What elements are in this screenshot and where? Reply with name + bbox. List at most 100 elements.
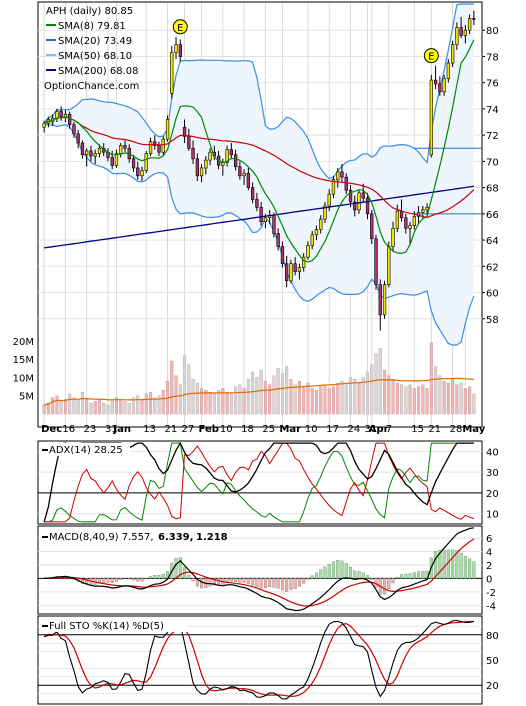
candle-body <box>161 138 165 153</box>
candle-body <box>225 149 229 164</box>
volume-bar <box>336 382 340 415</box>
candle-body <box>421 209 425 213</box>
volume-bar <box>259 370 263 415</box>
macd-histogram-bar <box>314 572 318 579</box>
macd-histogram-bar <box>144 578 148 580</box>
volume-bar <box>459 382 463 415</box>
macd-tick-label: 4 <box>486 548 492 559</box>
macd-histogram-bar <box>391 578 395 584</box>
volume-bar <box>417 386 421 415</box>
candle-body <box>174 44 178 53</box>
date-tick-label: 21 <box>165 424 178 435</box>
adx-tick-label: 20 <box>486 489 499 500</box>
volume-bar <box>285 366 289 415</box>
price-tick-label: 60 <box>486 289 499 300</box>
volume-bar <box>357 382 361 415</box>
volume-bar <box>374 353 378 415</box>
date-tick-label: 25 <box>262 424 275 435</box>
volume-bar <box>331 386 335 415</box>
macd-histogram-bar <box>463 556 467 579</box>
candle-body <box>68 113 72 125</box>
macd-histogram-bar <box>285 578 289 592</box>
date-tick-label: Feb <box>199 424 219 435</box>
macd-histogram-bar <box>361 572 365 579</box>
date-tick-label: 10 <box>305 424 318 435</box>
sto-d-line <box>43 620 474 697</box>
macd-histogram-bar <box>208 578 212 587</box>
volume-bar <box>353 379 357 415</box>
macd-histogram-bar <box>459 552 463 579</box>
volume-bar <box>85 399 89 415</box>
candle-body <box>348 189 353 203</box>
macd-histogram-bar <box>357 571 361 579</box>
macd-histogram-bar <box>149 576 153 579</box>
macd-histogram-bar <box>404 573 408 579</box>
watermark-text: OptionChance.com <box>44 81 139 92</box>
volume-bar <box>366 371 370 415</box>
macd-histogram-bar <box>408 573 412 579</box>
volume-bar <box>429 342 433 415</box>
adx-tick-label: 10 <box>486 510 499 521</box>
macd-signal-line <box>44 538 475 607</box>
macd-histogram-bar <box>161 573 165 579</box>
candle-body <box>293 263 297 272</box>
date-tick-label: Dec <box>41 424 62 435</box>
sto-k-line <box>43 619 475 700</box>
macd-histogram-bar <box>140 578 144 582</box>
bollinger-upper-line <box>43 3 474 180</box>
volume-bar <box>293 384 297 415</box>
volume-bar <box>63 399 67 415</box>
date-tick-label: 31 <box>105 424 118 435</box>
macd-histogram-bar <box>212 578 216 586</box>
price-tick-label: 76 <box>486 79 499 90</box>
candle-body <box>234 154 238 167</box>
volume-tick-label: 10M <box>13 373 34 384</box>
earnings-marker <box>423 48 439 64</box>
candle-body <box>229 149 234 156</box>
volume-bar <box>136 395 140 415</box>
macd-tick-label: 6 <box>486 534 492 545</box>
volume-bar <box>302 386 306 415</box>
date-tick-label: 21 <box>428 424 441 435</box>
candle-body <box>123 145 127 149</box>
candle-body <box>170 52 174 94</box>
candle-body <box>208 151 212 161</box>
macd-histogram-bar <box>246 578 250 584</box>
price-tick-label: 66 <box>486 210 499 221</box>
candle-body <box>353 201 357 211</box>
macd-histogram-bar <box>331 561 335 579</box>
volume-bar <box>132 397 136 415</box>
volume-bar <box>340 380 344 415</box>
macd-line <box>44 527 474 612</box>
sma-200-line <box>44 185 474 249</box>
macd-histogram-bar <box>306 578 310 580</box>
adx-panel-frame <box>37 440 483 525</box>
candle-body <box>263 217 268 223</box>
candle-body <box>374 238 378 286</box>
sto-tick-label: 80 <box>486 631 499 642</box>
sto-legend: Full STO %K(14) %D(5) <box>49 621 164 632</box>
date-tick-label: 15 <box>411 424 424 435</box>
candle-body <box>195 158 200 177</box>
earnings-marker-label: E <box>177 23 183 34</box>
volume-bar <box>89 402 93 415</box>
candle-body <box>178 44 183 57</box>
candle-body <box>395 210 400 229</box>
volume-bar <box>412 388 416 415</box>
macd-panel-frame <box>37 525 483 615</box>
plus-di-line <box>44 442 474 523</box>
macd-histogram-bar <box>455 549 459 579</box>
candle-body <box>191 148 195 160</box>
volume-bar <box>106 404 110 415</box>
macd-histogram-bar <box>383 578 387 595</box>
macd-histogram-bar <box>114 578 118 582</box>
macd-legend: MACD(8,40,9) 7.557, <box>49 532 154 543</box>
macd-histogram-bar <box>110 578 114 584</box>
adx-tick-label: 30 <box>486 468 499 479</box>
volume-bar <box>140 399 144 415</box>
date-tick-label: 24 <box>347 424 360 435</box>
volume-bar <box>400 384 404 415</box>
volume-bar <box>225 391 229 415</box>
candle-body <box>297 267 302 272</box>
macd-histogram-bar <box>421 571 425 579</box>
